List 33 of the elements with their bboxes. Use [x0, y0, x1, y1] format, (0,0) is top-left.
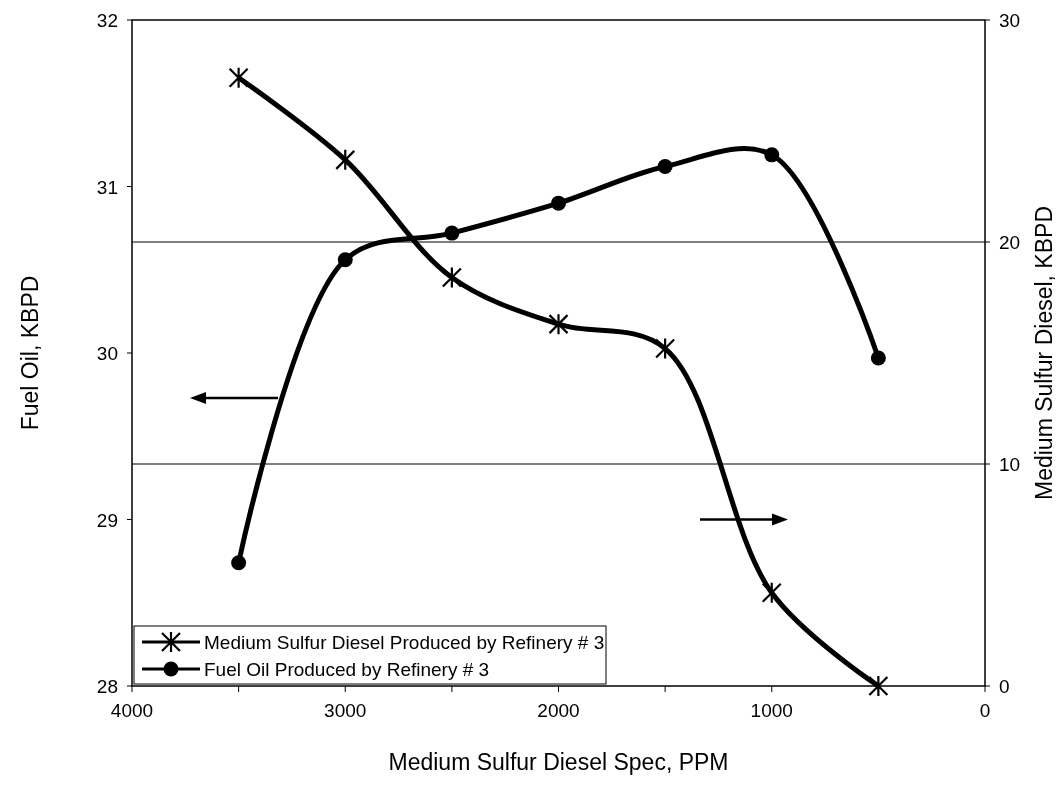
- point: [335, 148, 356, 171]
- x-tick-label: 0: [979, 700, 991, 721]
- x-tick-label: 4000: [110, 700, 154, 721]
- x-tick-label: 2000: [537, 700, 580, 721]
- y-tick-label: 30: [96, 343, 118, 364]
- x-tick-label: 1000: [750, 700, 793, 721]
- point: [441, 266, 462, 289]
- y-tick-label: 28: [96, 676, 118, 697]
- y2-tick-label: 20: [999, 232, 1021, 253]
- y-axis-title: Fuel Oil, KBPD: [17, 275, 43, 431]
- point: [870, 350, 886, 366]
- y2-axis-title: Medium Sulfur Diesel, KBPD: [1031, 206, 1057, 500]
- y-tick-label: 31: [96, 176, 118, 198]
- point: [551, 195, 566, 211]
- point: [228, 66, 249, 89]
- y2-tick-label: 30: [999, 10, 1021, 31]
- legend-label: Fuel Oil Produced by Refinery # 3: [204, 659, 490, 680]
- y-tick-label: 32: [96, 10, 118, 31]
- point: [657, 159, 673, 175]
- point: [444, 225, 460, 241]
- y2-tick-label: 10: [999, 454, 1021, 475]
- x-tick-label: 3000: [324, 700, 367, 721]
- point: [761, 581, 782, 604]
- point: [655, 337, 676, 360]
- x-axis-title: Medium Sulfur Diesel Spec, PPM: [388, 749, 729, 775]
- y-tick-label: 29: [96, 509, 118, 531]
- legend-label: Medium Sulfur Diesel Produced by Refinery # 3: [204, 632, 605, 653]
- point: [548, 313, 569, 336]
- y2-tick-label: 0: [999, 676, 1010, 697]
- point: [337, 252, 353, 268]
- point: [231, 555, 247, 571]
- point: [764, 147, 780, 163]
- point: [868, 674, 889, 698]
